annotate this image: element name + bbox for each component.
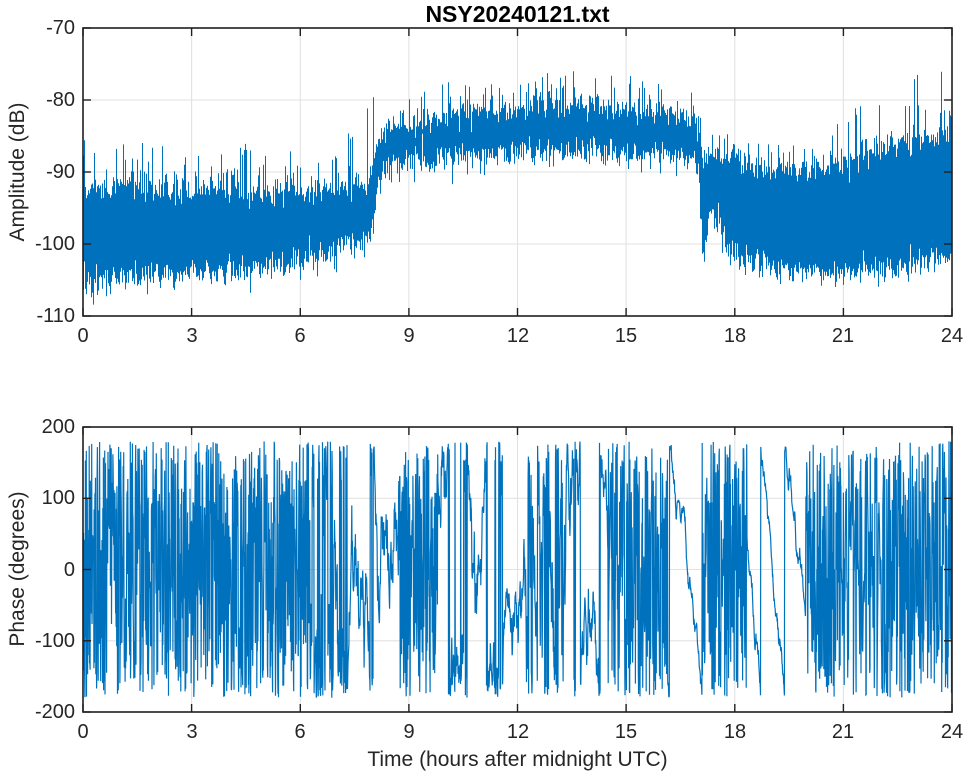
- x-tick-label: 3: [186, 325, 198, 347]
- amplitude-axes: [82, 27, 953, 317]
- plot-title: NSY20240121.txt: [425, 1, 610, 27]
- x-tick-label: 15: [614, 325, 638, 347]
- phase-trace: [83, 441, 952, 698]
- tick-marks: [82, 426, 953, 713]
- y-tick-label: 200: [41, 416, 75, 438]
- y-tick-label: -110: [36, 305, 75, 327]
- y-tick-label: 100: [41, 487, 75, 509]
- y-tick-label: -100: [34, 630, 75, 652]
- x-tick-label: 12: [506, 325, 530, 347]
- x-tick-label: 9: [403, 721, 415, 743]
- x-tick-label: 0: [77, 721, 89, 743]
- x-tick-label: 24: [940, 721, 964, 743]
- y-tick-label: -70: [46, 17, 75, 39]
- x-tick-label: 15: [614, 721, 638, 743]
- y-tick-label: -80: [46, 89, 75, 111]
- time-xlabel: Time (hours after midnight UTC): [367, 748, 668, 771]
- x-tick-label: 12: [506, 721, 530, 743]
- x-tick-label: 6: [294, 325, 306, 347]
- tick-marks: [82, 27, 953, 317]
- x-tick-label: 18: [723, 325, 747, 347]
- x-tick-label: 24: [940, 325, 964, 347]
- y-tick-label: -100: [34, 233, 75, 255]
- x-tick-label: 9: [403, 325, 415, 347]
- x-tick-label: 18: [723, 721, 747, 743]
- x-tick-label: 0: [77, 325, 89, 347]
- y-tick-label: -90: [46, 161, 75, 183]
- x-tick-label: 3: [186, 721, 198, 743]
- y-tick-label: -200: [34, 701, 75, 723]
- phase-axes: [82, 426, 953, 713]
- x-tick-label: 21: [831, 721, 855, 743]
- x-tick-label: 21: [831, 325, 855, 347]
- x-tick-label: 6: [294, 721, 306, 743]
- y-tick-label: 0: [63, 559, 75, 581]
